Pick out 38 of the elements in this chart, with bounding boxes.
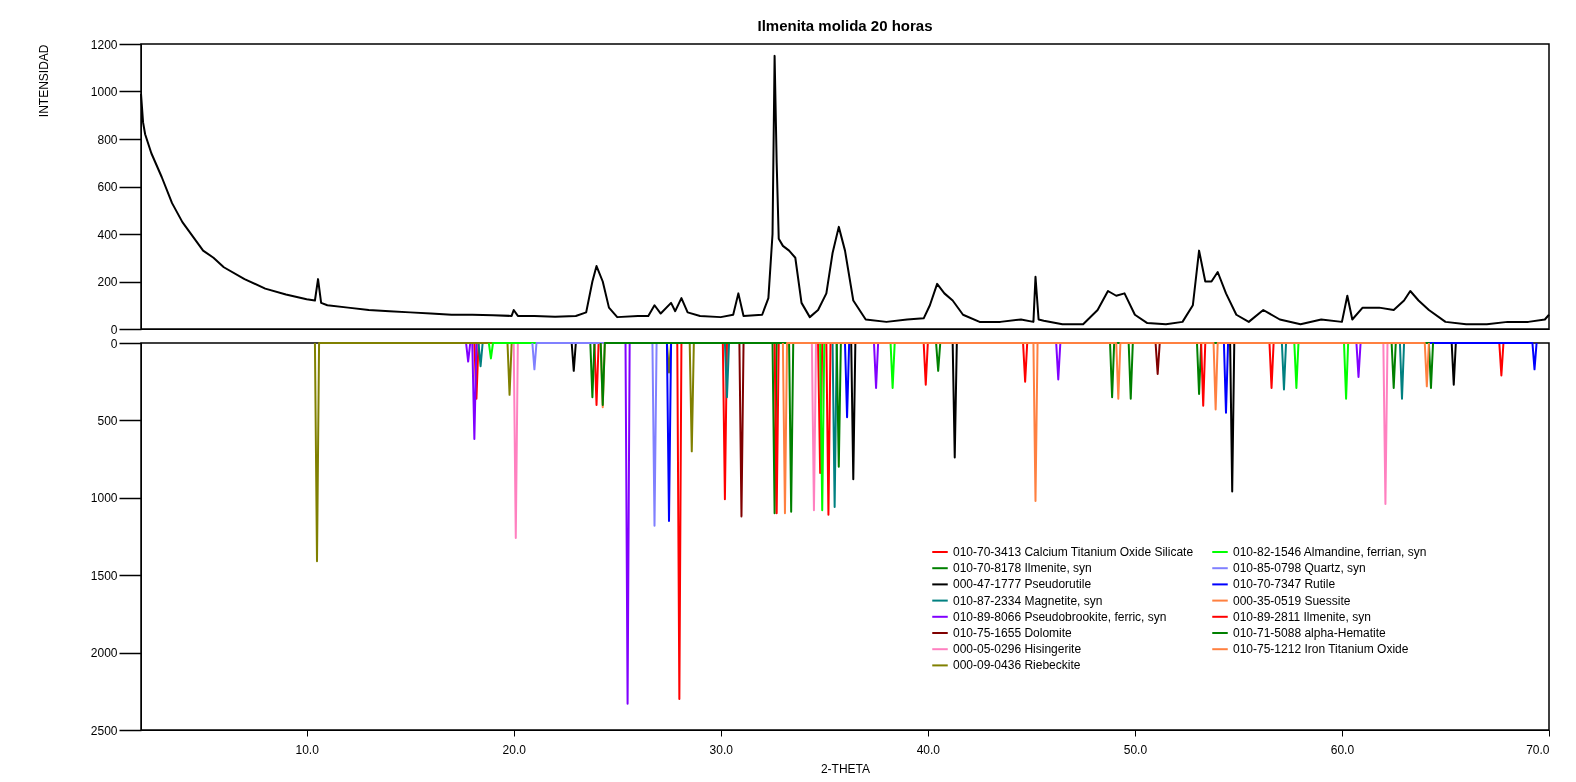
legend-label: 000-35-0519 Suessite: [1233, 593, 1351, 608]
legend-label: 010-89-8066 Pseudobrookite, ferric, syn: [953, 609, 1167, 624]
x-tick-label: 10.0: [295, 742, 320, 757]
x-tick-label: 60.0: [1330, 742, 1355, 757]
y-tick-label: 500: [97, 413, 118, 428]
x-tick-label: 20.0: [502, 742, 527, 757]
chart-title: Ilmenita molida 20 horas: [757, 17, 933, 34]
y-tick-label: 1500: [90, 568, 118, 583]
x-tick-label: 40.0: [916, 742, 941, 757]
legend-label: 010-85-0798 Quartz, syn: [1233, 561, 1366, 576]
y-tick-label: 800: [97, 132, 118, 147]
y-tick-label: 0: [110, 336, 118, 351]
x-tick-label: 30.0: [709, 742, 734, 757]
y-tick-label: 2500: [90, 723, 118, 738]
legend-label: 010-89-2811 Ilmenite, syn: [1233, 609, 1371, 624]
legend-label: 000-05-0296 Hisingerite: [953, 642, 1082, 657]
y-tick-label: 600: [97, 180, 118, 194]
legend-label: 010-71-5088 alpha-Hematite: [1233, 626, 1387, 640]
legend-label: 010-75-1655 Dolomite: [953, 626, 1073, 640]
y-tick-label: 1200: [90, 37, 118, 52]
y-axis-title: INTENSIDAD: [36, 44, 51, 118]
y-tick-label: 0: [110, 322, 118, 337]
legend-label: 010-82-1546 Almandine, ferrian, syn: [1233, 545, 1427, 559]
x-tick-label: 70.0: [1526, 742, 1550, 757]
legend-label: 010-75-1212 Iron Titanium Oxide: [1233, 642, 1409, 657]
legend-label: 000-09-0436 Riebeckite: [953, 658, 1081, 673]
y-tick-label: 200: [97, 275, 118, 289]
legend-label: 010-70-8178 Ilmenite, syn: [953, 561, 1092, 576]
x-axis-title: 2-THETA: [820, 761, 871, 776]
legend-label: 010-87-2334 Magnetite, syn: [953, 593, 1103, 608]
legend-label: 010-70-7347 Rutile: [1233, 577, 1336, 592]
y-tick-label: 1000: [90, 85, 118, 99]
y-tick-label: 1000: [90, 491, 118, 506]
y-tick-label: 400: [97, 227, 118, 242]
legend-label: 000-47-1777 Pseudorutile: [953, 577, 1092, 592]
legend-label: 010-70-3413 Calcium Titanium Oxide Silicate: [953, 545, 1194, 559]
x-tick-label: 50.0: [1123, 742, 1148, 757]
y-tick-label: 2000: [90, 646, 118, 661]
